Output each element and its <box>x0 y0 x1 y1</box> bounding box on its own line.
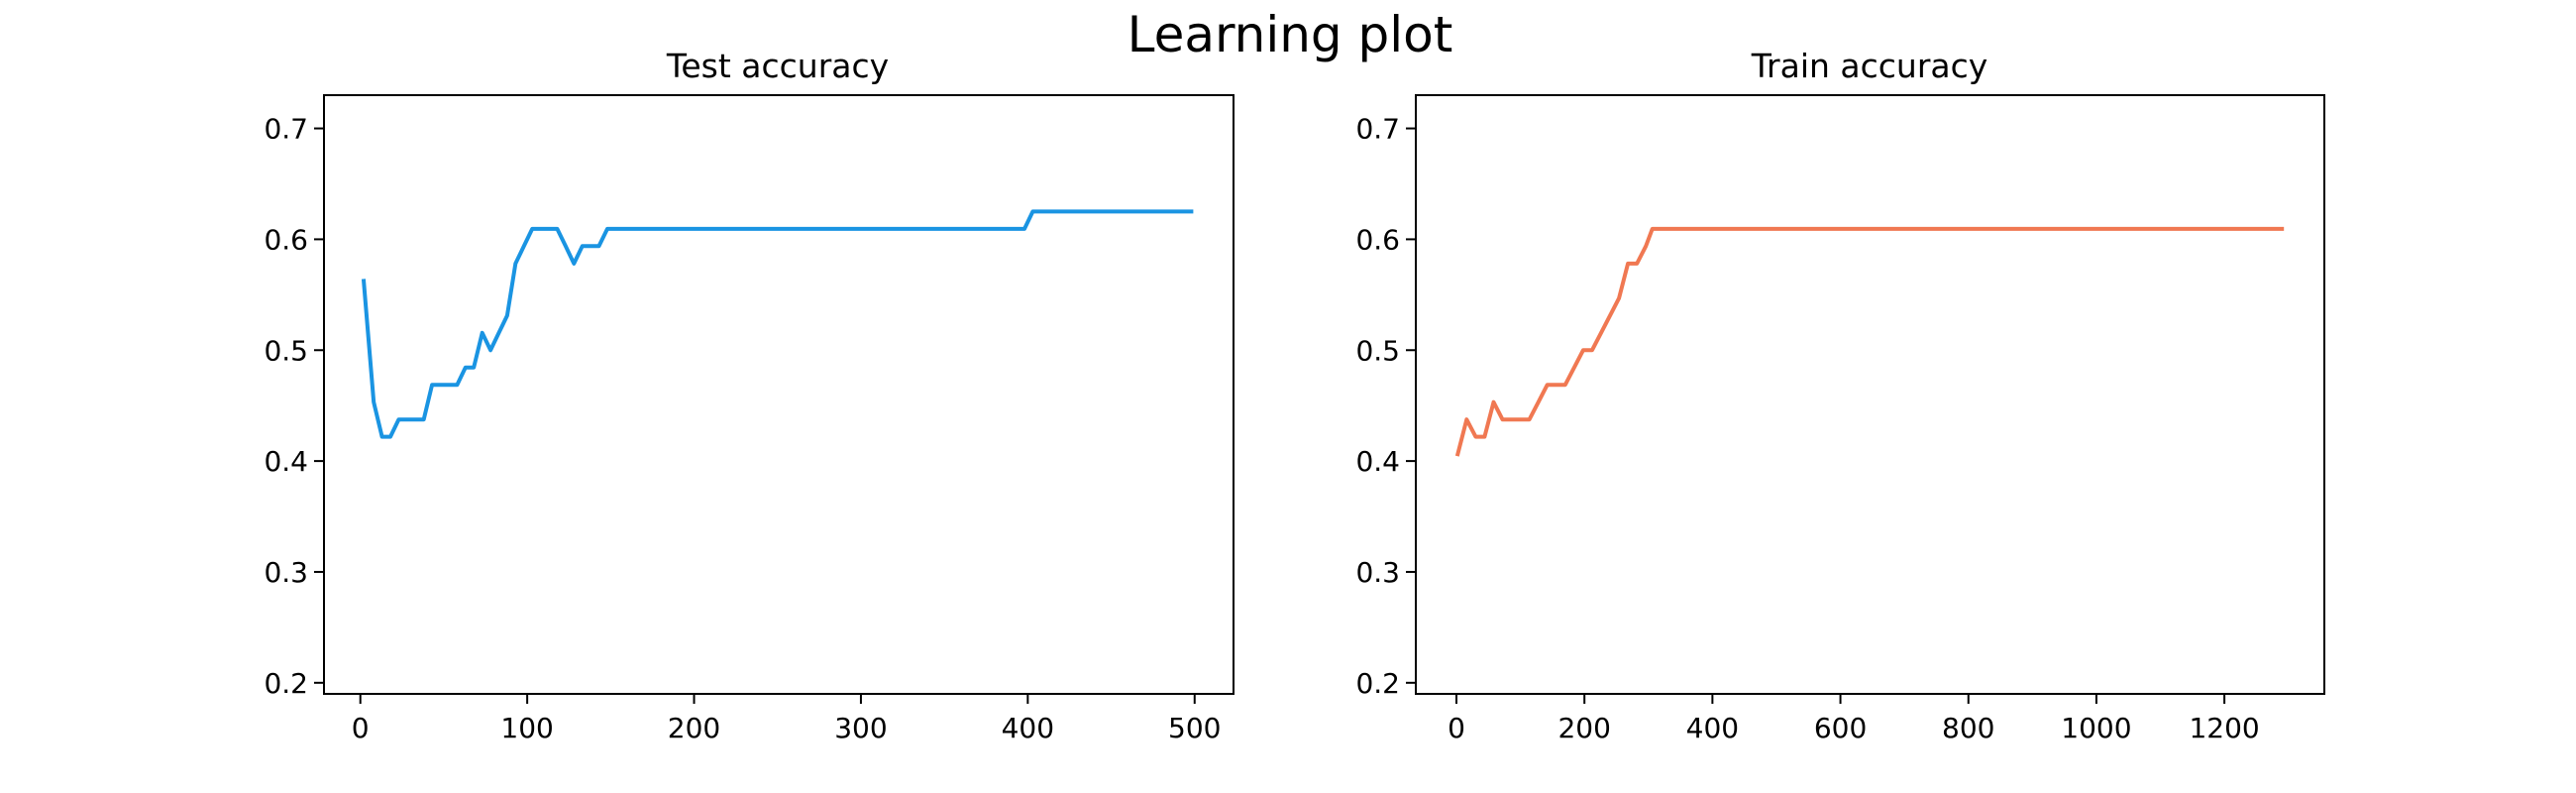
train-x-tick-label: 1200 <box>2189 712 2259 744</box>
test-y-tick-label: 0.6 <box>264 223 308 256</box>
test-accuracy-line <box>361 209 1194 439</box>
test-x-tick-label: 500 <box>1168 712 1221 744</box>
test-y-tick-label: 0.5 <box>264 334 308 367</box>
train-y-tick-label: 0.4 <box>1355 445 1400 478</box>
train-y-tick-label: 0.3 <box>1355 556 1400 589</box>
train-y-tick-label: 0.2 <box>1355 667 1400 700</box>
train-y-tick-label: 0.5 <box>1355 334 1400 367</box>
train-x-tick-label: 600 <box>1814 712 1867 744</box>
test-axes-frame <box>323 94 1234 695</box>
test-y-tick-label: 0.3 <box>264 556 308 589</box>
train-y-tick-label: 0.6 <box>1355 223 1400 256</box>
train-accuracy-panel: Train accuracy 0 200 400 600 800 1000 12000.20… <box>1355 47 2325 744</box>
train-x-tick-label: 200 <box>1557 712 1610 744</box>
train-x-tick-label: 1000 <box>2061 712 2131 744</box>
test-x-tick-label: 400 <box>1002 712 1054 744</box>
test-y-tick-label: 0.2 <box>264 667 308 700</box>
train-accuracy-line <box>1454 226 2285 457</box>
train-accuracy-axes: 0 200 400 600 800 1000 1200 0.2 0.3 0.4 0.5 0.6 0.7 <box>1355 94 2325 744</box>
test-accuracy-panel: Test accuracy 0 100 200 300 400 5000.20.30.40… <box>264 47 1234 744</box>
test-x-tick-label: 200 <box>668 712 720 744</box>
train-x-tick-label: 800 <box>1942 712 1994 744</box>
train-x-tick-label: 400 <box>1686 712 1739 744</box>
test-y-tick-label: 0.4 <box>264 445 308 478</box>
test-x-tick-label: 100 <box>500 712 553 744</box>
train-x-tick-label: 0 <box>1448 712 1465 744</box>
train-y-tick-label: 0.7 <box>1355 113 1400 146</box>
train-accuracy-title: Train accuracy <box>1751 47 1988 85</box>
train-axes-frame <box>1415 94 2325 695</box>
figure-title: Learning plot <box>1127 6 1453 63</box>
test-accuracy-axes: 0 100 200 300 400 500 0.2 0.3 0.4 0.5 0.6 0.7 <box>264 94 1234 744</box>
test-accuracy-title: Test accuracy <box>666 47 889 85</box>
test-y-tick-label: 0.7 <box>264 113 308 146</box>
test-x-tick-label: 300 <box>834 712 887 744</box>
test-x-tick-label: 0 <box>352 712 370 744</box>
